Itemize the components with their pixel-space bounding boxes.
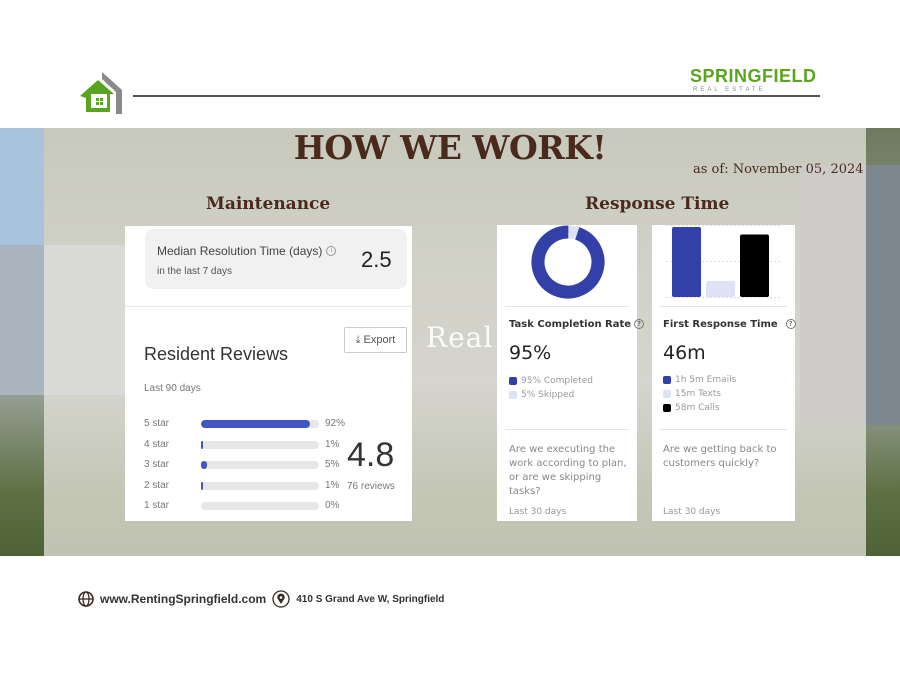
download-icon: ⤓ xyxy=(355,333,361,346)
rating-percent: 92% xyxy=(325,418,346,429)
rating-label: 1 star xyxy=(144,500,170,511)
rating-bar xyxy=(201,420,319,428)
review-count: 76 reviews xyxy=(347,481,395,492)
legend-label: 95% Completed xyxy=(521,376,593,386)
rating-percent: 1% xyxy=(325,438,340,450)
rating-label: 5 star xyxy=(144,418,170,429)
response-bar xyxy=(740,234,769,297)
header-divider xyxy=(133,95,820,97)
legend-item: 58m Calls xyxy=(663,403,736,413)
rating-bar xyxy=(201,481,319,490)
rating-row: 2 star 1% xyxy=(144,479,339,493)
help-icon[interactable]: ? xyxy=(634,319,645,329)
first-response-value: 46m xyxy=(663,342,706,364)
watermark-text: Real xyxy=(426,321,494,354)
legend-item: 5% Skipped xyxy=(509,390,593,400)
rating-bar xyxy=(201,502,319,510)
rating-label: 3 star xyxy=(144,459,170,470)
website-link[interactable]: www.RentingSpringfield.com xyxy=(100,592,267,606)
rating-bar-fill xyxy=(201,440,203,449)
completion-donut-chart xyxy=(531,225,605,303)
help-icon[interactable]: ? xyxy=(785,319,796,329)
address: 410 S Grand Ave W, Springfield xyxy=(296,593,445,605)
median-resolution-box: Median Resolution Time (days) i in the l… xyxy=(145,229,407,289)
logo-house-icon xyxy=(78,70,124,116)
response-heading: Response Time xyxy=(585,194,730,214)
rating-percent: 5% xyxy=(325,459,340,470)
rating-bar xyxy=(201,440,319,449)
first-response-question: Are we getting back to customers quickly… xyxy=(663,444,777,469)
task-value: 95% xyxy=(509,342,552,364)
location-pin-icon xyxy=(272,590,290,608)
rating-row: 3 star 5% xyxy=(144,458,339,472)
rating-row: 1 star 0% xyxy=(144,499,339,513)
task-title: Task Completion Rate xyxy=(509,319,632,330)
reviews-title: Resident Reviews xyxy=(144,344,289,364)
first-response-title: First Response Time xyxy=(663,319,778,330)
task-completion-card: Task Completion Rate? 95% 95% Completed 5… xyxy=(497,225,645,521)
rating-bar-fill xyxy=(201,461,207,469)
maintenance-card: Median Resolution Time (days) i in the l… xyxy=(125,226,412,521)
info-icon[interactable]: i xyxy=(326,246,337,256)
rating-row: 4 star 1% xyxy=(144,438,339,452)
legend-swatch xyxy=(509,377,517,385)
legend-swatch xyxy=(663,404,671,412)
rating-bar-fill xyxy=(201,420,310,428)
average-rating: 4.8 xyxy=(347,436,395,474)
response-bar xyxy=(706,280,735,297)
rating-percent: 1% xyxy=(325,479,340,491)
brand-subtitle: REAL ESTATE xyxy=(693,87,766,93)
response-bar-chart xyxy=(666,225,781,302)
globe-icon xyxy=(78,591,94,607)
legend-label: 5% Skipped xyxy=(521,390,575,400)
legend-item: 95% Completed xyxy=(509,376,593,386)
first-response-card: First Response Time? 46m 1h 5m Emails 15m… xyxy=(652,225,796,521)
median-label: Median Resolution Time (days) xyxy=(157,244,323,258)
export-label: Export xyxy=(363,334,396,346)
donut-completed-segment xyxy=(531,225,605,299)
response-bar xyxy=(672,227,701,297)
median-subtitle: in the last 7 days xyxy=(157,266,233,277)
maintenance-heading: Maintenance xyxy=(206,194,331,214)
legend-swatch xyxy=(663,390,671,398)
rating-percent: 0% xyxy=(325,500,340,511)
rating-row: 5 star 92% xyxy=(144,417,345,431)
export-button[interactable]: ⤓ Export xyxy=(344,327,407,353)
legend-item: 15m Texts xyxy=(663,389,736,399)
median-value: 2.5 xyxy=(361,247,392,272)
rating-bar-fill xyxy=(201,481,203,490)
as-of-date: as of: November 05, 2024 xyxy=(693,162,864,177)
brand-name: SPRINGFIELD xyxy=(690,66,817,86)
page-title: HOW WE WORK! xyxy=(293,128,607,167)
rating-label: 4 star xyxy=(144,438,170,450)
legend-swatch xyxy=(509,391,517,399)
rating-label: 2 star xyxy=(144,479,170,491)
legend-label: 1h 5m Emails xyxy=(675,375,737,385)
legend-swatch xyxy=(663,376,671,384)
task-period: Last 30 days xyxy=(509,507,567,517)
rating-bar xyxy=(201,461,319,469)
legend-item: 1h 5m Emails xyxy=(663,375,736,385)
first-response-period: Last 30 days xyxy=(663,507,721,517)
divider xyxy=(125,306,412,307)
legend-label: 58m Calls xyxy=(675,403,720,413)
legend-label: 15m Texts xyxy=(675,389,721,399)
reviews-period: Last 90 days xyxy=(144,383,201,394)
task-question: Are we executing the work according to p… xyxy=(509,444,627,497)
background-sky xyxy=(0,128,44,248)
